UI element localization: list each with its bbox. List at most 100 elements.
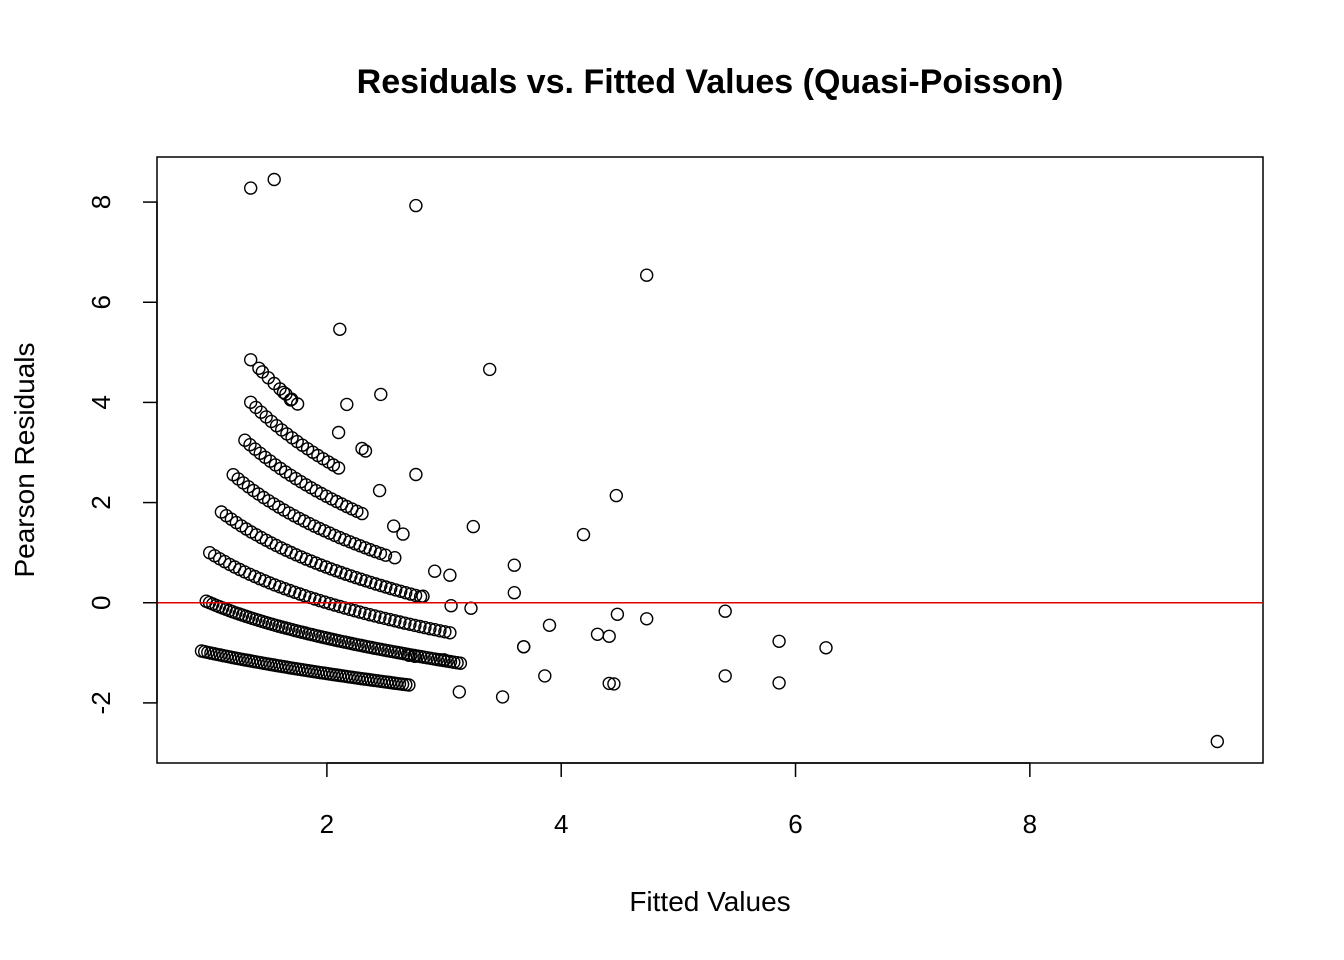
data-point	[384, 581, 398, 596]
x-tick-label: 4	[554, 809, 568, 839]
data-point	[267, 172, 281, 187]
data-point	[718, 669, 732, 683]
data-point	[353, 605, 367, 619]
data-point	[507, 586, 521, 600]
data-point	[438, 625, 452, 639]
data-point	[283, 393, 298, 407]
data-point	[238, 433, 252, 447]
data-point	[313, 593, 327, 608]
data-point	[433, 624, 447, 638]
data-point	[607, 677, 621, 691]
data-point	[355, 506, 369, 521]
data-point	[453, 656, 468, 670]
data-point	[387, 519, 401, 533]
data-point	[466, 519, 480, 534]
data-point	[772, 634, 786, 648]
data-point	[328, 598, 342, 612]
data-point	[602, 629, 616, 643]
data-point	[507, 558, 521, 572]
data-point	[276, 385, 291, 400]
data-point	[252, 361, 266, 375]
data-point	[576, 527, 591, 542]
data-point	[464, 601, 478, 615]
data-point	[369, 577, 383, 591]
data-point	[333, 322, 347, 336]
data-point	[358, 444, 373, 458]
y-tick-label: 6	[86, 295, 116, 309]
y-axis-label: Pearson Residuals	[9, 342, 40, 577]
data-point	[640, 268, 654, 282]
data-point	[444, 599, 458, 613]
points-layer	[194, 172, 1225, 749]
data-point	[590, 627, 605, 641]
data-point	[331, 461, 346, 475]
data-point	[399, 586, 413, 600]
data-point	[408, 649, 422, 663]
data-point	[408, 618, 422, 633]
data-point	[393, 615, 407, 629]
data-point	[358, 606, 372, 621]
data-point	[428, 564, 442, 578]
data-point	[378, 548, 393, 562]
data-point	[363, 608, 377, 622]
data-point	[437, 653, 451, 667]
data-point	[772, 676, 786, 690]
y-tick-label: 4	[86, 395, 116, 409]
data-point	[254, 405, 268, 419]
data-point	[388, 551, 402, 565]
data-point	[402, 678, 416, 692]
data-point	[423, 622, 437, 636]
data-point	[398, 616, 412, 630]
chart-title: Residuals vs. Fitted Values (Quasi-Poiss…	[357, 63, 1064, 101]
data-point	[819, 641, 833, 655]
data-point	[264, 414, 279, 429]
data-point	[483, 362, 497, 377]
data-point	[249, 400, 263, 415]
data-point	[610, 607, 625, 621]
data-point	[368, 609, 382, 623]
data-point	[542, 618, 557, 632]
data-point	[355, 441, 369, 456]
data-point	[389, 583, 403, 597]
data-point	[640, 612, 654, 626]
x-tick-label: 8	[1023, 809, 1037, 839]
y-tick-label: 0	[86, 596, 116, 610]
y-tick-label: -2	[86, 691, 116, 714]
data-point	[443, 568, 457, 582]
data-point	[374, 578, 388, 593]
y-tick-label: 2	[86, 495, 116, 509]
data-point	[418, 620, 432, 635]
data-point	[602, 676, 616, 691]
data-point	[378, 611, 392, 626]
data-point	[413, 619, 427, 634]
data-point	[333, 599, 347, 614]
data-point	[396, 527, 410, 541]
data-point	[409, 467, 423, 482]
data-point	[394, 584, 408, 598]
data-point	[1210, 734, 1225, 749]
data-point	[408, 588, 423, 603]
data-point	[718, 604, 732, 618]
data-point	[428, 623, 442, 637]
data-point	[323, 596, 337, 611]
data-point	[409, 198, 423, 213]
x-axis-label: Fitted Values	[629, 886, 790, 917]
data-point	[517, 640, 531, 654]
data-point	[226, 468, 240, 482]
data-point	[243, 395, 258, 409]
data-point	[609, 488, 623, 503]
y-axis: -2 0 2 4 6 8	[86, 195, 158, 714]
data-point	[331, 425, 346, 440]
data-point	[433, 653, 448, 667]
data-point	[383, 612, 397, 627]
x-axis: 2 4 6 8	[320, 762, 1037, 839]
data-point	[403, 617, 417, 631]
data-point	[373, 610, 387, 624]
data-point	[452, 685, 466, 699]
data-point	[443, 626, 457, 640]
data-point	[243, 353, 258, 367]
data-point	[243, 438, 257, 452]
data-point	[402, 648, 416, 662]
data-point	[372, 483, 387, 498]
